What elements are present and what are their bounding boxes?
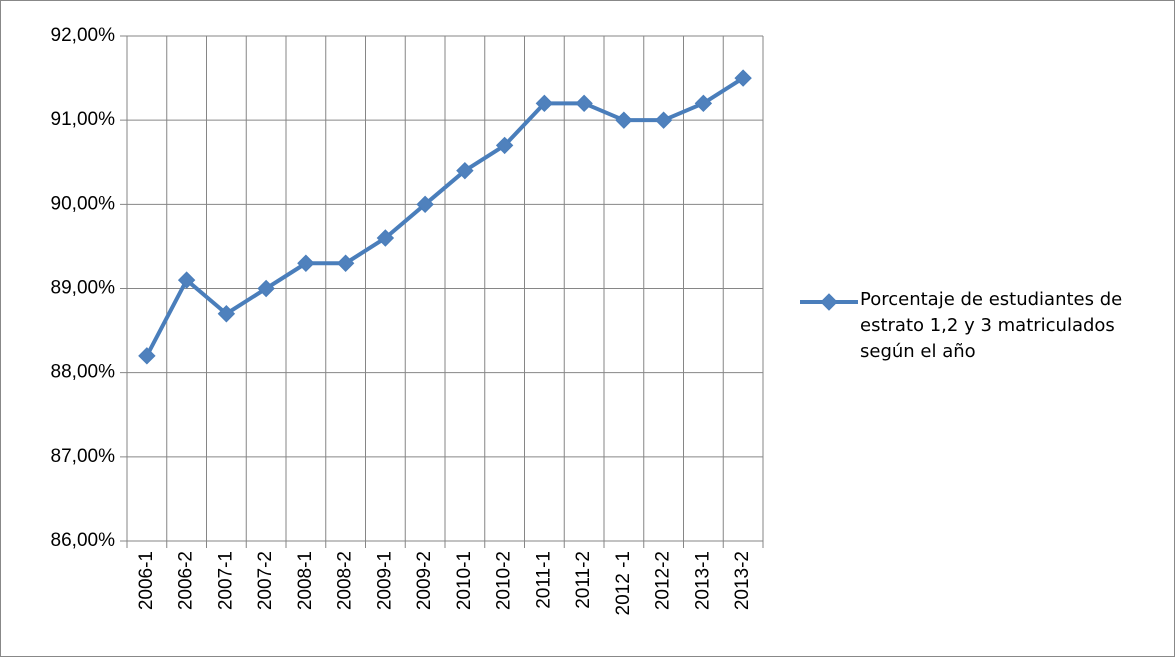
marker: [257, 279, 275, 298]
y-tick-label: 89,00%: [51, 278, 116, 299]
x-tick-label: 2012-2: [653, 551, 674, 610]
marker: [416, 195, 434, 214]
marker: [177, 271, 196, 289]
x-tick-label: 2006-2: [176, 551, 197, 610]
x-tick-label: 2011-2: [573, 551, 594, 609]
x-tick-label: 2011-1: [533, 551, 554, 609]
marker: [138, 347, 156, 365]
x-tick-label: 2013-2: [732, 551, 753, 610]
x-tick-label: 2006-1: [136, 551, 157, 610]
marker: [376, 229, 395, 247]
legend-box: Porcentaje de estudiantes de estrato 1,2…: [860, 289, 1123, 362]
y-tick-label: 91,00%: [51, 109, 116, 130]
legend-marker: [820, 293, 838, 311]
x-tick-label: 2010-1: [454, 551, 475, 610]
marker: [336, 254, 355, 272]
x-tick-label: 2007-1: [215, 551, 236, 610]
x-tick-label: 2008-1: [295, 551, 316, 610]
marker: [694, 94, 713, 113]
y-tick-label: 92,00%: [51, 25, 116, 46]
marker: [535, 94, 554, 113]
legend-label: Porcentaje de estudiantes de estrato 1,2…: [860, 289, 1123, 362]
marker: [734, 69, 752, 87]
x-tick-label: 2013-1: [692, 551, 713, 610]
x-tick-label: 2008-2: [335, 551, 356, 610]
marker: [297, 254, 315, 272]
y-tick-label: 87,00%: [51, 446, 116, 467]
y-tick-label: 86,00%: [51, 530, 116, 551]
x-tick-label: 2010-2: [494, 551, 515, 610]
marker: [456, 161, 474, 180]
marker: [575, 94, 593, 113]
marker: [654, 111, 673, 129]
marker: [495, 136, 514, 155]
x-tick-label: 2009-1: [374, 551, 395, 610]
x-tick-label: 2012 -1: [613, 551, 634, 615]
series-line: [145, 76, 745, 357]
y-tick-label: 90,00%: [51, 193, 116, 214]
marker: [615, 111, 633, 129]
y-tick-label: 88,00%: [51, 362, 116, 383]
x-tick-label: 2007-2: [255, 551, 276, 610]
x-tick-label: 2009-2: [414, 551, 435, 610]
marker: [217, 305, 236, 323]
